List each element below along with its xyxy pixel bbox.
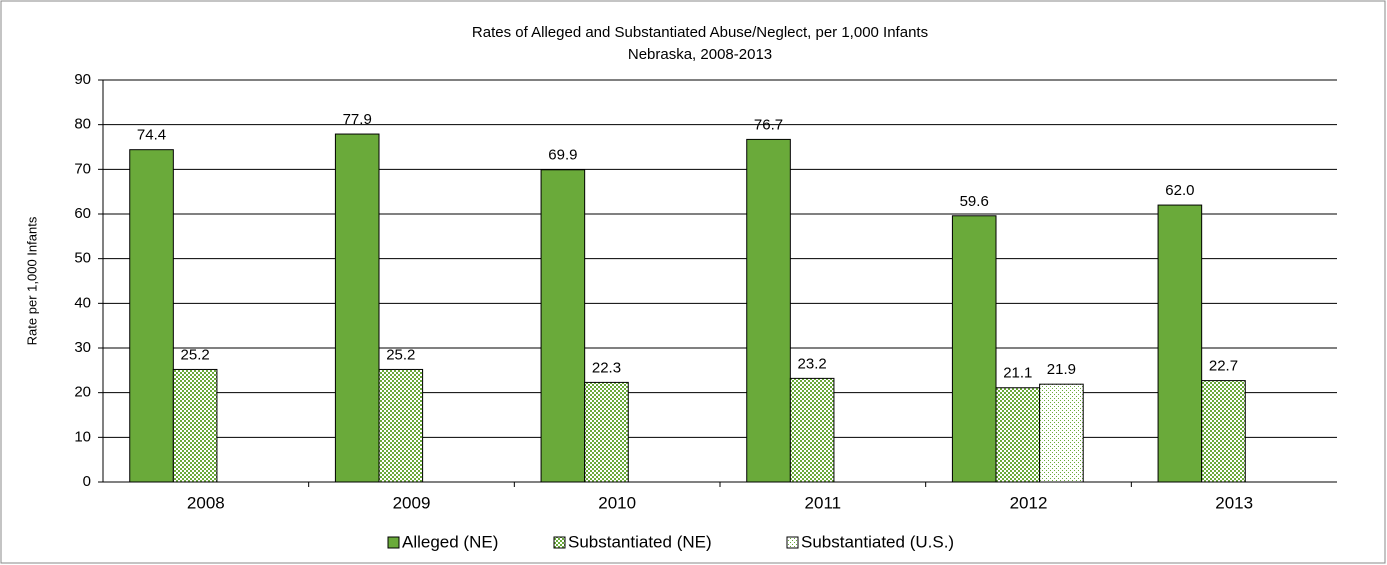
- data-label: 77.9: [343, 111, 372, 128]
- chart-subtitle: Nebraska, 2008-2013: [628, 46, 772, 63]
- bar: [584, 381, 629, 483]
- y-tick-label: 10: [74, 428, 91, 445]
- x-tick-label: 2012: [1010, 493, 1048, 512]
- y-tick-label: 50: [74, 250, 91, 267]
- legend-swatch: [553, 536, 566, 549]
- data-label: 59.6: [960, 193, 989, 210]
- data-label: 76.7: [754, 116, 783, 133]
- legend-swatch: [387, 536, 400, 549]
- legend-label: Alleged (NE): [402, 532, 498, 551]
- y-tick-label: 70: [74, 160, 91, 177]
- y-tick-label: 80: [74, 116, 91, 133]
- bar: [951, 215, 997, 483]
- x-tick-label: 2009: [393, 493, 431, 512]
- data-label: 62.0: [1165, 182, 1194, 199]
- y-tick-label: 30: [74, 339, 91, 356]
- bar: [995, 387, 1041, 483]
- data-label: 25.2: [386, 346, 415, 363]
- bar: [540, 169, 586, 483]
- chart-title: Rates of Alleged and Substantiated Abuse…: [472, 24, 928, 41]
- data-label: 23.2: [798, 355, 827, 372]
- data-label: 25.2: [181, 346, 210, 363]
- x-tick-label: 2011: [805, 493, 842, 512]
- x-tick-label: 2008: [187, 493, 225, 512]
- data-label: 74.4: [137, 127, 166, 144]
- bar: [378, 368, 424, 483]
- bar: [789, 377, 835, 483]
- data-label: 21.1: [1003, 365, 1032, 382]
- y-tick-label: 90: [74, 71, 91, 88]
- data-label: 21.9: [1047, 361, 1076, 378]
- y-tick-label: 20: [74, 384, 91, 401]
- y-tick-label: 60: [74, 205, 91, 222]
- x-tick-label: 2010: [598, 493, 636, 512]
- legend-label: Substantiated (NE): [568, 532, 712, 551]
- bar: [334, 133, 380, 483]
- bar: [1157, 204, 1203, 483]
- y-tick-label: 0: [83, 473, 91, 490]
- legend-label: Substantiated (U.S.): [801, 532, 954, 551]
- y-axis-label: Rate per 1,000 Infants: [24, 216, 39, 345]
- x-tick-label: 2013: [1215, 493, 1253, 512]
- bar: [172, 368, 218, 483]
- bar: [1039, 383, 1084, 483]
- bar: [1201, 380, 1246, 483]
- bar: [129, 149, 174, 483]
- y-tick-label: 40: [74, 294, 91, 311]
- bar: [746, 138, 791, 483]
- legend-swatch: [786, 536, 799, 549]
- data-label: 22.7: [1209, 358, 1238, 375]
- data-label: 69.9: [548, 147, 577, 164]
- data-label: 22.3: [592, 359, 621, 376]
